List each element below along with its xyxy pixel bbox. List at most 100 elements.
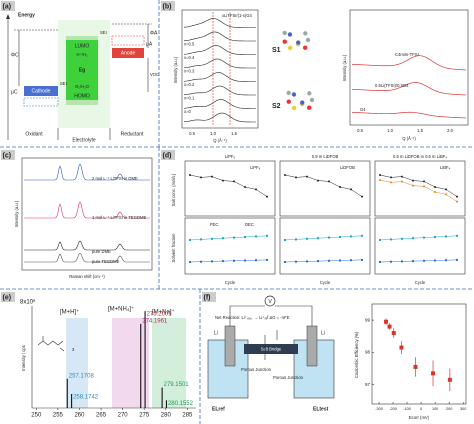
series-label: x=0.5 — [184, 42, 195, 47]
point — [387, 324, 392, 329]
y-tick-label: 98 — [365, 350, 371, 355]
curve — [379, 235, 458, 241]
plot: -300 -200 -100 0 100 200 300 97 98 99 — [365, 303, 467, 411]
peak-label: 275.2001 — [147, 312, 173, 318]
panel-b: (b) x=0 x=0.1 x=0.2 x=0.3 x=0.4 x=0.5 xLiTFSI… — [161, 1, 469, 143]
junction-label: Porous Junction — [241, 367, 272, 372]
panel-label: (c) — [3, 152, 12, 159]
x-tick-label: 255 — [53, 413, 64, 419]
region — [152, 318, 186, 408]
curve — [183, 112, 256, 123]
curve — [24, 240, 150, 251]
x-tick-label: -300 — [375, 407, 383, 411]
sei-label: SEI — [60, 81, 67, 86]
peak-label: 279.1501 — [164, 382, 190, 388]
x-tick-label: 1.5 — [417, 128, 423, 133]
legend-entry: DEC — [245, 222, 254, 227]
electrolyte-ref: ELref — [212, 406, 225, 412]
sei — [111, 35, 145, 46]
band-gap — [66, 40, 98, 100]
atom — [282, 39, 287, 44]
legend-entry: LiDFOB — [340, 165, 355, 170]
x-axis-label: Cycle — [225, 280, 236, 285]
phi-c: ΦC — [11, 52, 19, 58]
x-axis-label: Cycle — [320, 280, 331, 285]
atom — [282, 30, 287, 36]
point — [447, 377, 452, 382]
region — [112, 318, 149, 408]
panel-d: (d) LiPF₆ 0.9 m LiDFOB 0.5 m LiDFOB in 0… — [161, 150, 466, 285]
molecules — [282, 30, 315, 111]
label-box — [1, 292, 15, 302]
plot-frame — [374, 217, 466, 275]
voltmeter-label: V — [268, 299, 272, 305]
atom — [300, 100, 305, 105]
curve — [183, 18, 256, 28]
curve — [284, 174, 363, 197]
curve-label: C4mim-TFSI — [395, 52, 419, 57]
plot-frame — [184, 217, 276, 275]
y-axis-label: Solvent fraction — [171, 233, 176, 263]
electrolyte-test: ELtest — [313, 406, 329, 412]
peak-label: 274.1961 — [142, 318, 168, 324]
electrode — [306, 325, 318, 367]
curve — [24, 163, 150, 181]
curve — [351, 111, 467, 119]
panel-label: (f) — [204, 294, 211, 301]
atom — [302, 45, 308, 50]
voc: VOC — [150, 72, 159, 77]
phi-a: ΦA — [150, 30, 158, 36]
x-axis-label: Ecorr (mV) — [409, 415, 430, 420]
x-tick-label: 0 — [420, 407, 422, 411]
y-axis-label: Salt conc. (mol/L) — [171, 173, 176, 206]
curve — [183, 58, 256, 69]
subplot-title: 0.5 m LiDFOB in 0.5 m LiBF₄ — [393, 154, 447, 159]
y-axis-label: Intensity (a.u.) — [14, 200, 19, 227]
curve — [189, 174, 268, 197]
curve — [379, 179, 458, 202]
subscript: 3 — [72, 347, 75, 352]
group-label: [M+H]⁺ — [60, 309, 79, 316]
atom — [291, 92, 297, 97]
curve — [189, 235, 268, 241]
eg: Eg — [79, 67, 85, 73]
x-tick-label: 285 — [182, 413, 193, 419]
electrode-label: Li — [214, 330, 218, 336]
x-tick-label: 100 — [432, 407, 438, 411]
o-level: O₂/H₂O — [75, 84, 90, 89]
label-box — [161, 1, 175, 11]
series-label: x=0.3 — [184, 69, 195, 74]
panel-label: (d) — [163, 152, 172, 159]
voltmeter — [264, 295, 276, 307]
atom — [287, 45, 293, 51]
scale-label: 8x10⁶ — [20, 299, 36, 306]
region — [66, 318, 88, 408]
plot-frame — [279, 217, 371, 275]
x-tick-label: 300 — [460, 407, 466, 411]
s2: S2 — [272, 103, 281, 110]
oxidant: Oxidant — [25, 131, 43, 137]
x-tick-label: 280 — [161, 413, 172, 419]
electrolyte: Electrolyte — [72, 137, 96, 143]
atom — [286, 99, 291, 104]
curve — [183, 99, 256, 109]
x-axis-label: Cycle — [415, 280, 426, 285]
s1: S1 — [272, 47, 281, 54]
x-tick-label: 1.0 — [387, 128, 393, 133]
x-axis-label: Raman shift (cm⁻¹) — [69, 274, 105, 279]
lumo-band — [66, 36, 98, 40]
arrow — [6, 14, 10, 19]
curve — [379, 259, 458, 263]
x-axis-label: Q (Å⁻¹) — [402, 136, 416, 141]
legend-entry: FEC — [210, 222, 218, 227]
point — [413, 364, 418, 369]
x-tick-label: 2.0 — [447, 128, 453, 133]
curve — [284, 235, 363, 241]
cathode — [24, 86, 58, 96]
panel-a: (a) Energy LUMO HOMO Eg H⁺/H₂ O₂/H₂O Cat… — [1, 1, 159, 143]
axes — [31, 306, 196, 409]
curve — [351, 55, 467, 71]
y-axis-label: Coulombic Efficiency (%) — [354, 331, 359, 378]
plot-frame — [371, 303, 467, 405]
